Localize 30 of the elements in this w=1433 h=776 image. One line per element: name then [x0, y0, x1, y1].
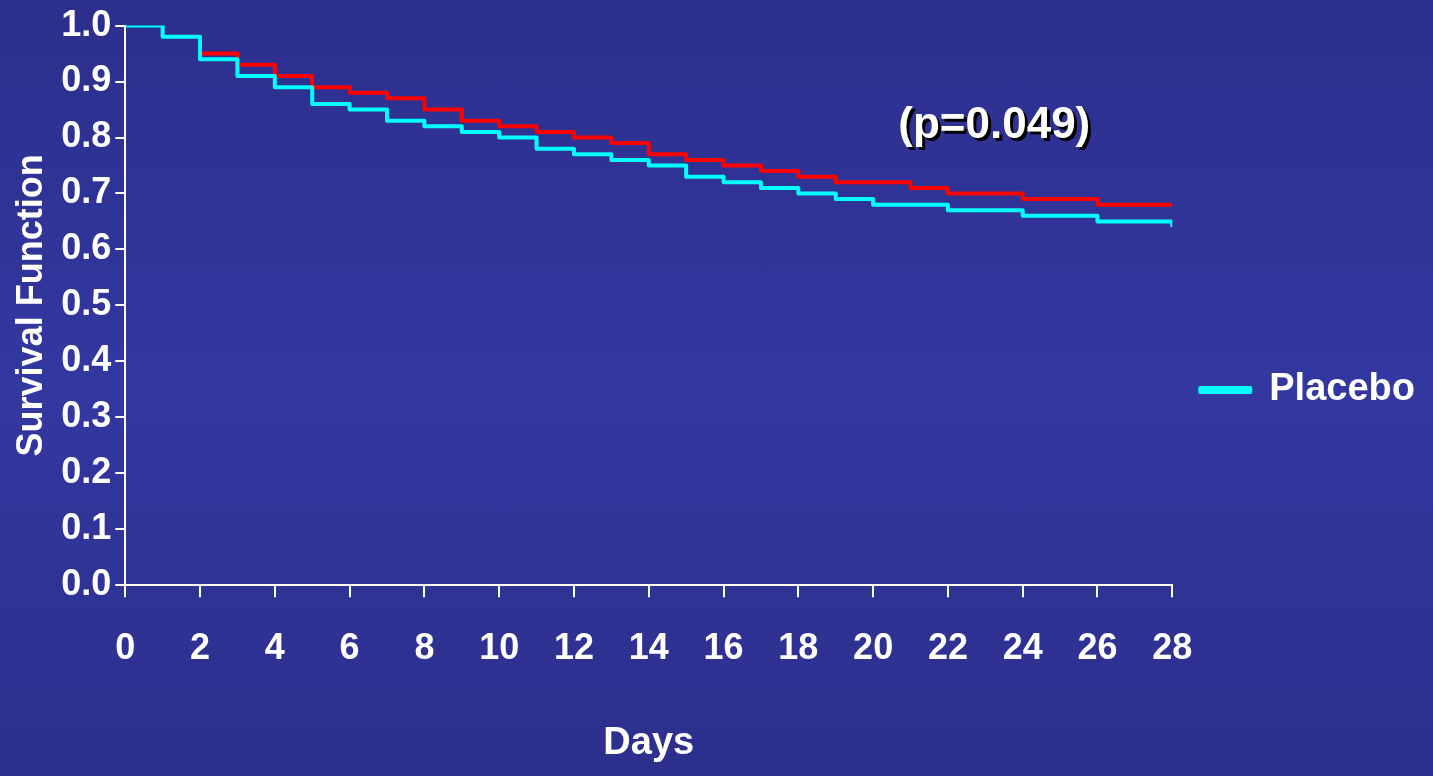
y-axis-title: Survival Function	[8, 154, 50, 457]
y-tick-label: 0.9	[61, 58, 112, 100]
y-tick-label: 0.0	[61, 562, 112, 604]
x-tick-label: 0	[115, 625, 136, 667]
x-tick-label: 8	[414, 625, 435, 667]
y-tick-label: 0.2	[61, 450, 112, 492]
x-tick-label: 26	[1077, 625, 1118, 667]
x-axis-title: Days	[603, 719, 695, 762]
y-tick-label: 0.1	[61, 506, 112, 548]
x-tick-label: 24	[1002, 625, 1043, 667]
legend-label: Placebo	[1269, 366, 1416, 409]
x-tick-label: 14	[628, 625, 669, 667]
x-tick-label: 12	[553, 625, 594, 667]
x-tick-label: 4	[264, 625, 285, 667]
x-tick-label: 22	[927, 625, 968, 667]
y-tick-label: 0.6	[61, 226, 112, 268]
y-tick-label: 0.3	[61, 394, 112, 436]
y-tick-label: 0.4	[61, 338, 112, 380]
y-tick-label: 0.7	[61, 170, 112, 212]
x-tick-label: 2	[190, 625, 211, 667]
x-tick-label: 28	[1152, 625, 1193, 667]
y-tick-label: 0.5	[61, 282, 112, 324]
y-tick-label: 1.0	[61, 2, 112, 44]
y-tick-label: 0.8	[61, 114, 112, 156]
x-tick-label: 10	[479, 625, 520, 667]
x-tick-label: 20	[853, 625, 894, 667]
annotation: (p=0.049)	[901, 100, 1094, 150]
x-tick-label: 18	[778, 625, 819, 667]
x-tick-label: 6	[339, 625, 360, 667]
x-tick-label: 16	[703, 625, 744, 667]
